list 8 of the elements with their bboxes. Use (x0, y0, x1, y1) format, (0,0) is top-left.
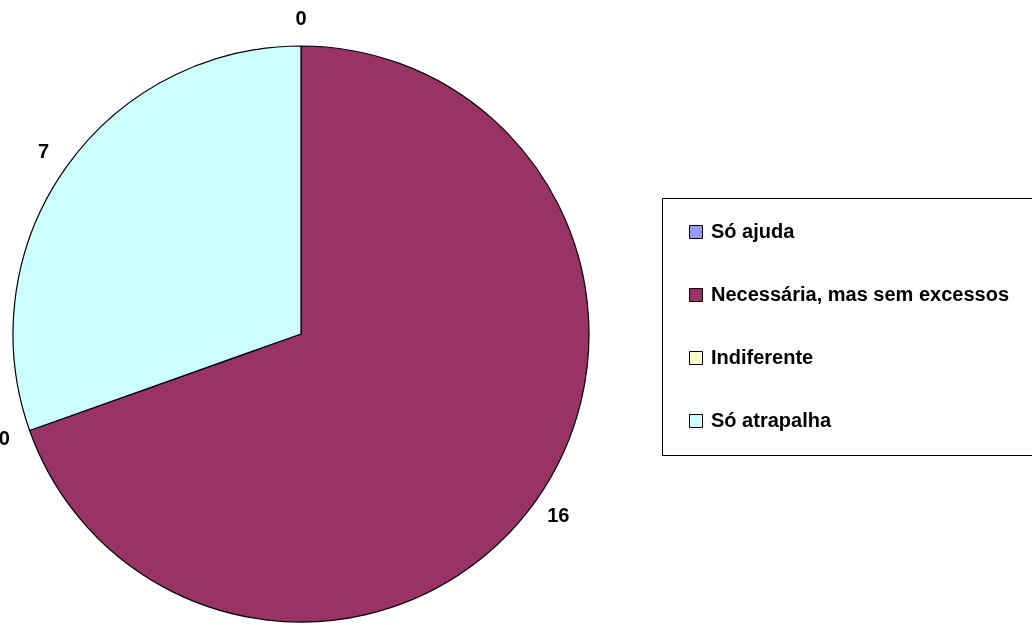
text: 0 (0, 427, 10, 450)
data-label: 16 (547, 503, 570, 526)
legend-label: Só atrapalha (711, 409, 832, 431)
legend-label: Só ajuda (711, 220, 796, 242)
legend-label: Indiferente (711, 346, 814, 368)
text: 0 (295, 7, 307, 29)
data-label: 7 (38, 140, 50, 163)
legend-label: Necessária, mas sem excessos (711, 283, 1010, 305)
